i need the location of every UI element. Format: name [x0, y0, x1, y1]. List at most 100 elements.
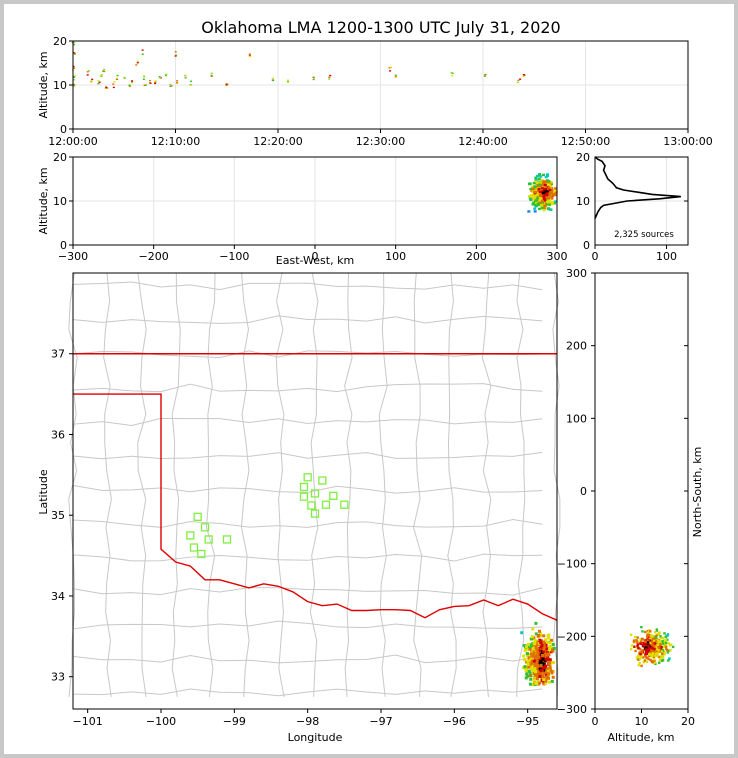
plan-view-source-point: [529, 657, 533, 661]
plan-view-ytick-label: 34: [51, 590, 65, 603]
plan-view-source-point: [549, 650, 553, 654]
plan-view-source-point: [530, 662, 534, 666]
plan-view-xtick-label: −98: [296, 715, 319, 728]
height-ns-density-cell: [657, 639, 660, 642]
height-ns-density-cell: [651, 647, 654, 650]
plan-view-source-point: [543, 652, 547, 656]
plan-view-source-point: [525, 652, 529, 656]
height-ns-density-cell: [652, 655, 656, 659]
plan-view-source-point: [530, 659, 534, 663]
ew-height-density-cell: [543, 198, 547, 201]
height-ns-density-cell: [655, 648, 658, 652]
time-height-source-point: [388, 67, 391, 69]
ew-height-density-cell: [548, 196, 552, 200]
height-ns-density-cell: [664, 635, 667, 639]
height-ns-density-cell: [647, 657, 650, 661]
time-height-source-point: [174, 51, 177, 53]
ew-height-density-cell: [537, 187, 541, 191]
plan-view-source-point: [537, 633, 541, 637]
plan-view-source-point: [534, 654, 538, 658]
height-ns-density-cell: [646, 641, 650, 644]
plan-view-source-point: [541, 657, 545, 661]
height-ns-density-cell: [635, 656, 639, 659]
plan-view-source-point: [552, 647, 556, 651]
lma-station-marker: [222, 535, 232, 544]
height-ns-density-cell: [671, 645, 675, 649]
ew-height-density-cell: [545, 173, 549, 176]
height-ns-density-cell: [644, 648, 648, 652]
figure-frame: Oklahoma LMA 1200-1300 UTC July 31, 2020…: [4, 4, 734, 754]
ew-height-density-cell: [529, 198, 533, 202]
source-count-annotation: 2,325 sources: [614, 230, 674, 240]
height-ns-density-cell: [656, 645, 659, 649]
height-ns-xtick-label: 0: [592, 715, 599, 728]
plan-view-source-point: [538, 662, 542, 666]
plan-view-source-point: [539, 663, 543, 667]
time-height-source-point: [135, 64, 138, 66]
ew-height-density-cell: [539, 175, 543, 178]
time-height-source-point: [248, 55, 251, 58]
ew-height-density-cell: [547, 179, 551, 183]
plan-view-ylabel: Latitude: [37, 469, 50, 515]
time-height-source-point: [86, 71, 89, 73]
plan-view-source-point: [548, 641, 552, 645]
height-ns-density-cell: [645, 638, 649, 641]
height-ns-density-cell: [660, 645, 663, 649]
height-ns-density-cell: [657, 633, 661, 636]
plan-view-source-point: [536, 672, 540, 676]
county-line: [72, 553, 543, 562]
ew-height-density-cell: [538, 173, 542, 177]
ew-height-xtick-label: −200: [139, 250, 169, 263]
ew-height-density-cell: [536, 203, 540, 207]
height-ns-density-cell: [656, 654, 660, 657]
height-ns-density-cell: [667, 649, 671, 652]
county-line: [72, 281, 543, 291]
time-height-source-point: [286, 81, 289, 83]
plan-view-source-point: [546, 668, 550, 672]
plan-view-source-point: [532, 671, 536, 675]
plan-view-source-point: [545, 675, 549, 679]
height-ns-density-cell: [666, 634, 669, 638]
height-ns-density-cell: [659, 643, 662, 646]
height-ns-density-cell: [654, 645, 658, 649]
height-ns-density-cell: [658, 640, 662, 643]
plan-view-source-point: [544, 681, 548, 685]
plan-view-source-point: [534, 670, 538, 674]
plan-view-source-point: [542, 649, 546, 653]
plan-view-source-point: [547, 672, 551, 676]
height-ns-density-cell: [644, 652, 647, 656]
time-height-source-point: [519, 78, 522, 80]
height-ns-density-cell: [657, 655, 661, 659]
height-ns-density-cell: [656, 633, 659, 636]
time-height-source-point: [98, 81, 101, 83]
time-height-xtick-label: 12:40:00: [458, 135, 507, 148]
plan-view-source-point: [545, 667, 549, 671]
height-ns-density-cell: [635, 646, 639, 649]
height-ns-density-cell: [660, 652, 664, 655]
time-height-source-point: [128, 84, 131, 86]
height-ns-ytick-label: −100: [557, 558, 587, 571]
plan-view-source-point: [533, 667, 537, 671]
plan-view-source-point: [523, 665, 527, 669]
ew-height-density-cell: [554, 189, 558, 192]
time-height-source-point: [149, 79, 152, 82]
height-ns-density-cell: [668, 644, 672, 647]
county-line: [240, 272, 250, 697]
ew-height-density-cell: [545, 192, 549, 195]
plan-view-source-point: [549, 638, 553, 642]
ew-height-density-cell: [554, 191, 558, 194]
lma-station-marker: [318, 476, 327, 485]
ew-height-density-cell: [549, 185, 553, 188]
height-ns-density-cell: [661, 640, 664, 643]
time-height-source-point: [136, 60, 139, 63]
time-height-source-point: [328, 78, 331, 80]
ew-height-density-cell: [532, 191, 536, 194]
height-ns-density-cell: [668, 657, 671, 660]
height-ns-density-cell: [633, 645, 636, 648]
height-ns-density-cell: [654, 662, 657, 666]
ew-height-xtick-label: 0: [312, 250, 319, 263]
oklahoma-state-border: [73, 353, 558, 621]
plan-view-source-point: [549, 646, 553, 650]
plan-view-source-point: [545, 640, 549, 644]
height-ns-density-cell: [629, 647, 633, 651]
